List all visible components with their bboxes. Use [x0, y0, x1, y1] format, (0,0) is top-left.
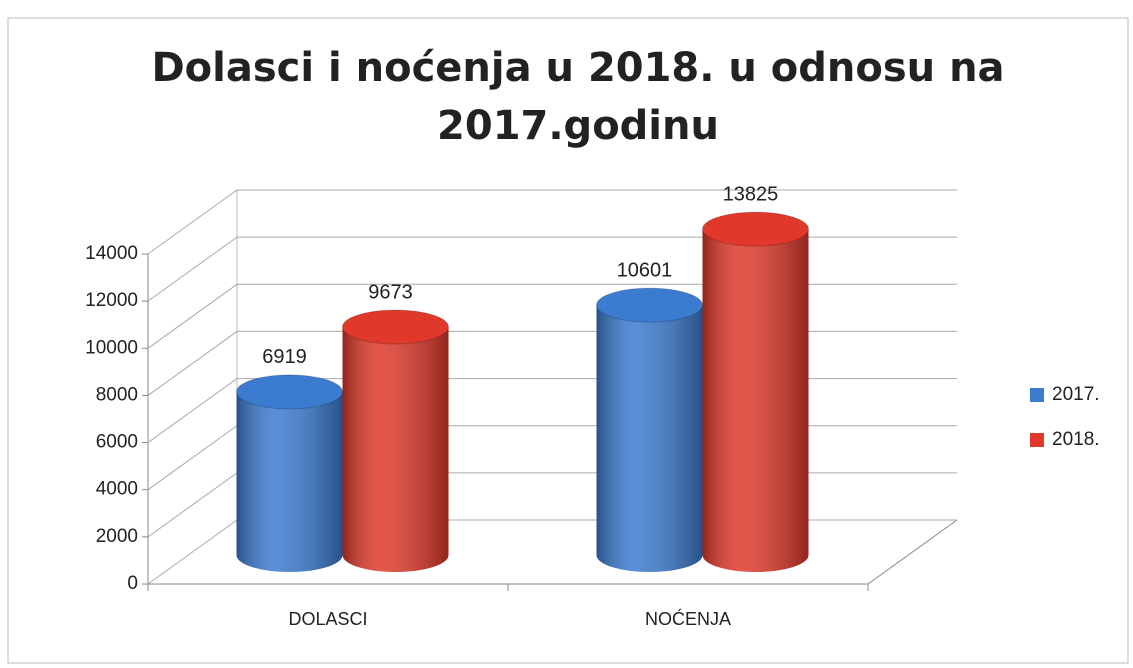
- legend-label: 2018.: [1052, 429, 1100, 450]
- grid-line: [147, 189, 957, 255]
- cylinder: [596, 287, 703, 572]
- y-tick-label: 6000: [96, 432, 138, 453]
- legend-swatch: [1030, 433, 1044, 447]
- y-tick-label: 2000: [96, 526, 138, 547]
- legend-swatch: [1030, 388, 1044, 402]
- data-label: 9673: [368, 281, 413, 303]
- grid-line: [147, 283, 957, 349]
- legend-label: 2017.: [1052, 384, 1100, 405]
- cylinder-shade: [236, 391, 343, 572]
- x-tick-label: DOLASCI: [288, 609, 367, 629]
- cylinder-top: [236, 374, 343, 410]
- chart-title: Dolasci i noćenja u 2018. u odnosu na: [151, 45, 1004, 91]
- cylinder-shade: [342, 326, 449, 572]
- y-tick-label: 0: [127, 573, 138, 594]
- cylinder-top: [596, 287, 703, 323]
- data-label: 13825: [723, 183, 779, 205]
- cylinder: [236, 374, 343, 572]
- cylinder-shade: [596, 305, 703, 572]
- frame: [7, 17, 1129, 664]
- y-tick-label: 14000: [85, 243, 138, 264]
- y-tick-label: 10000: [85, 337, 138, 358]
- cylinder-shade: [702, 229, 809, 572]
- data-label: 6919: [262, 346, 307, 368]
- chart-title: 2017.godinu: [437, 103, 719, 149]
- data-label: 10601: [617, 259, 673, 281]
- x-tick-label: NOĆENJA: [645, 608, 731, 629]
- cylinder-top: [342, 309, 449, 345]
- y-tick-label: 8000: [96, 384, 138, 405]
- cylinder: [342, 309, 449, 572]
- y-tick-label: 12000: [85, 290, 138, 311]
- cylinder-top: [702, 211, 809, 247]
- cylinder: [702, 211, 809, 572]
- grid-line: [147, 236, 957, 302]
- y-tick-label: 4000: [96, 479, 138, 500]
